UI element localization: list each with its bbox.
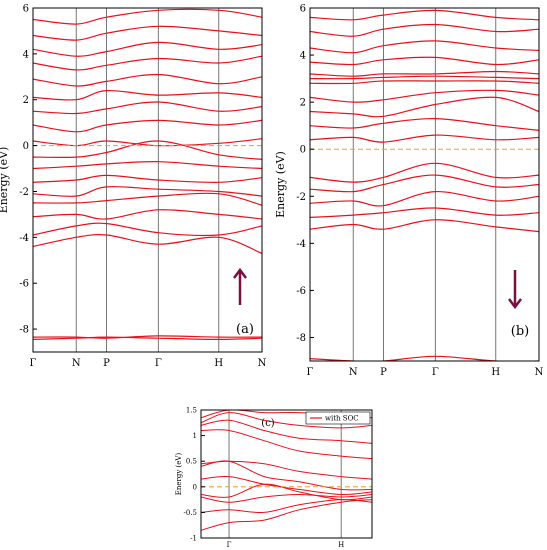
band-line-17: [33, 25, 262, 41]
band-line-10: [310, 80, 539, 85]
y-tick-label: 6: [300, 4, 306, 15]
x-tick-label: P: [380, 367, 387, 378]
y-tick-label: -6: [19, 279, 29, 290]
band-line-2: [310, 207, 539, 218]
y-tick-label: 2: [300, 98, 306, 109]
x-tick-label: Γ: [227, 541, 232, 549]
x-tick-label: Γ: [307, 367, 314, 378]
panel-label: (c): [261, 418, 275, 429]
band-line-11: [310, 75, 539, 80]
y-axis-title: Energy (eV): [175, 453, 183, 496]
plot-frame: [200, 409, 373, 539]
band-line-8: [201, 419, 372, 444]
x-tick-label: H: [338, 541, 344, 549]
band-line-18: [33, 8, 262, 25]
band-line-6: [310, 134, 539, 143]
band-line-5: [33, 192, 262, 206]
band-line-12: [310, 70, 539, 77]
y-tick-label: -8: [296, 333, 306, 344]
band-line-0: [201, 499, 372, 531]
x-tick-label: H: [491, 367, 500, 378]
x-tick-label: Γ: [432, 367, 439, 378]
band-line-16: [310, 9, 539, 21]
y-tick-label: 2: [23, 95, 29, 106]
panel-label: (b): [511, 324, 529, 339]
band-line-2: [201, 493, 372, 503]
band-line-9: [310, 89, 539, 103]
spin-arrow-head: [508, 298, 522, 310]
y-tick-label: 0: [300, 145, 306, 156]
y-tick-label: -4: [296, 239, 306, 250]
band-line-3: [310, 190, 539, 207]
y-tick-label: -4: [19, 233, 29, 244]
band-line-5: [201, 460, 372, 491]
band-line-9: [33, 140, 262, 160]
y-tick-label: 1.5: [186, 407, 197, 415]
band-line-5: [310, 162, 539, 183]
band-line-8: [310, 96, 539, 118]
band-line-13: [33, 89, 262, 101]
band-line-7: [310, 117, 539, 131]
bands: [310, 9, 539, 361]
band-line-4: [33, 209, 262, 220]
band-line-15: [310, 23, 539, 37]
panel-b: -8 -6 -4 -2 0 2 4 6 Γ N P Γ H N Energy (eV) (b): [274, 4, 544, 379]
band-line-9: [201, 412, 372, 429]
y-tick-label: -8: [19, 325, 29, 336]
band-line-13: [310, 56, 539, 66]
y-tick-label: 4: [300, 51, 306, 62]
plot-frame: [32, 7, 263, 353]
y-tick-label: 1: [193, 432, 197, 440]
x-tick-label: N: [72, 358, 81, 369]
legend-label: with SOC: [325, 415, 359, 423]
plot-frame: [309, 7, 540, 362]
y-tick-label: -2: [19, 187, 29, 198]
band-line-15: [33, 55, 262, 71]
band-line-1: [33, 336, 262, 341]
band-line-8: [33, 161, 262, 170]
band-line-16: [33, 41, 262, 57]
x-tick-label: Γ: [155, 358, 162, 369]
y-tick-label: 0: [23, 141, 29, 152]
band-line-4: [310, 174, 539, 193]
panel-c: -1 -0.5 0 0.5 1 1.5 Γ H Energy (eV) (c) with SOC: [175, 407, 373, 549]
band-line-4: [201, 475, 372, 496]
y-tick-label: 4: [23, 49, 29, 60]
x-tick-label: N: [535, 367, 544, 378]
band-line-7: [201, 429, 372, 460]
panel-label: (a): [236, 322, 254, 337]
x-tick-label: N: [258, 358, 267, 369]
y-tick-label: 0.5: [186, 458, 197, 466]
x-tick-label: Γ: [30, 358, 37, 369]
x-tick-label: N: [349, 367, 358, 378]
band-line-14: [33, 73, 262, 87]
y-tick-label: 0: [193, 483, 197, 491]
x-tick-label: H: [214, 358, 223, 369]
band-line-10: [33, 138, 262, 147]
panel-a: -8 -6 -4 -2 0 2 4 6 Γ N P Γ H N Energy (eV) (a): [0, 4, 267, 370]
band-line-1: [310, 219, 539, 233]
y-axis-title: Energy (eV): [0, 147, 10, 214]
bands: [201, 410, 372, 531]
legend-box: [305, 411, 371, 425]
y-tick-label: 6: [23, 4, 29, 15]
band-line-7: [33, 174, 262, 183]
band-line-2: [33, 234, 262, 254]
band-line-6: [33, 186, 262, 197]
band-line-11: [33, 119, 262, 133]
x-tick-label: P: [103, 358, 110, 369]
y-tick-label: -1: [190, 535, 197, 543]
band-line-14: [310, 40, 539, 54]
y-tick-label: -6: [296, 286, 306, 297]
spin-arrow-head: [233, 267, 247, 279]
bands: [33, 8, 262, 341]
band-line-6: [201, 460, 372, 480]
band-line-12: [33, 101, 262, 115]
y-axis-title: Energy (eV): [274, 151, 287, 218]
y-tick-label: -2: [296, 192, 306, 203]
band-line-3: [33, 222, 262, 237]
y-tick-label: -0.5: [184, 509, 198, 517]
